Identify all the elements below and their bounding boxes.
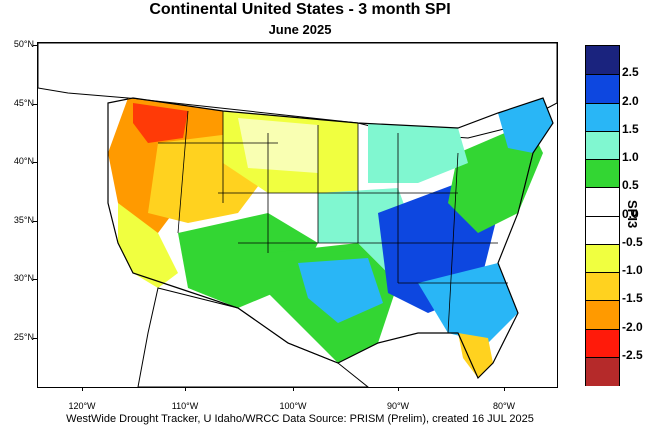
colorbar-label: 1.5 — [622, 121, 639, 136]
colorbar-segment — [586, 159, 619, 189]
colorbar-label: 2.0 — [622, 93, 639, 108]
map-frame — [37, 42, 558, 388]
lat-tick — [33, 162, 37, 163]
lat-label-35: 35°N — [13, 215, 34, 225]
lat-tick — [33, 279, 37, 280]
colorbar-label: -0.5 — [622, 234, 643, 249]
colorbar — [585, 45, 620, 386]
lat-tick — [33, 45, 37, 46]
state-borders — [158, 110, 508, 334]
colorbar-segment — [586, 130, 619, 160]
us-coastline — [107, 97, 554, 380]
lon-label-90: 90°W — [386, 401, 410, 411]
colorbar-title: SPI3 — [625, 200, 640, 229]
colorbar-segment — [586, 243, 619, 273]
colorbar-label: -1.5 — [622, 291, 643, 306]
lon-tick — [504, 387, 505, 391]
lon-tick — [82, 387, 83, 391]
region-texas-blue — [298, 258, 383, 323]
lon-label-110: 110°W — [171, 401, 199, 411]
lon-label-100: 100°W — [279, 401, 307, 411]
lon-tick — [293, 387, 294, 391]
region-northeast — [498, 98, 553, 153]
colorbar-segment — [586, 300, 619, 330]
lat-tick — [33, 104, 37, 105]
colorbar-segment — [586, 46, 619, 75]
lat-label-40: 40°N — [13, 156, 34, 166]
lon-label-80: 80°W — [492, 401, 516, 411]
colorbar-segment — [586, 215, 619, 245]
colorbar-label: 1.0 — [622, 150, 639, 164]
colorbar-segment — [586, 74, 619, 104]
region-great-lakes — [368, 123, 468, 183]
colorbar-segment — [586, 272, 619, 302]
region-california — [118, 203, 178, 288]
colorbar-label: -2.0 — [622, 319, 643, 334]
map-footer: WestWide Drought Tracker, U Idaho/WRCC D… — [66, 413, 534, 425]
lat-tick — [33, 338, 37, 339]
colorbar-segment — [586, 328, 619, 358]
region-appalachia — [448, 123, 543, 233]
region-florida — [458, 333, 493, 378]
lat-label-50: 50°N — [13, 39, 34, 49]
colorbar-label: 2.5 — [622, 65, 639, 80]
lon-tick — [398, 387, 399, 391]
colorbar-label: 0.0 — [622, 206, 639, 221]
colorbar-segment — [586, 102, 619, 132]
lat-label-30: 30°N — [13, 273, 34, 283]
map-title: Continental United States - 3 month SPI — [149, 1, 451, 18]
lat-label-25: 25°N — [13, 332, 34, 342]
colorbar-label: 0.5 — [622, 178, 639, 193]
lat-tick — [33, 221, 37, 222]
colorbar-label: -1.0 — [622, 263, 643, 277]
colorbar-label: -2.5 — [622, 347, 643, 362]
lon-label-120: 120°W — [68, 401, 96, 411]
region-montana-white — [238, 118, 318, 173]
lon-tick — [185, 387, 186, 391]
colorbar-segment — [586, 187, 619, 217]
map-subtitle: June 2025 — [268, 22, 332, 37]
colorbar-segment — [586, 356, 619, 386]
lat-label-45: 45°N — [13, 98, 34, 108]
spi-map — [38, 43, 557, 387]
region-oregon-red — [133, 103, 188, 143]
